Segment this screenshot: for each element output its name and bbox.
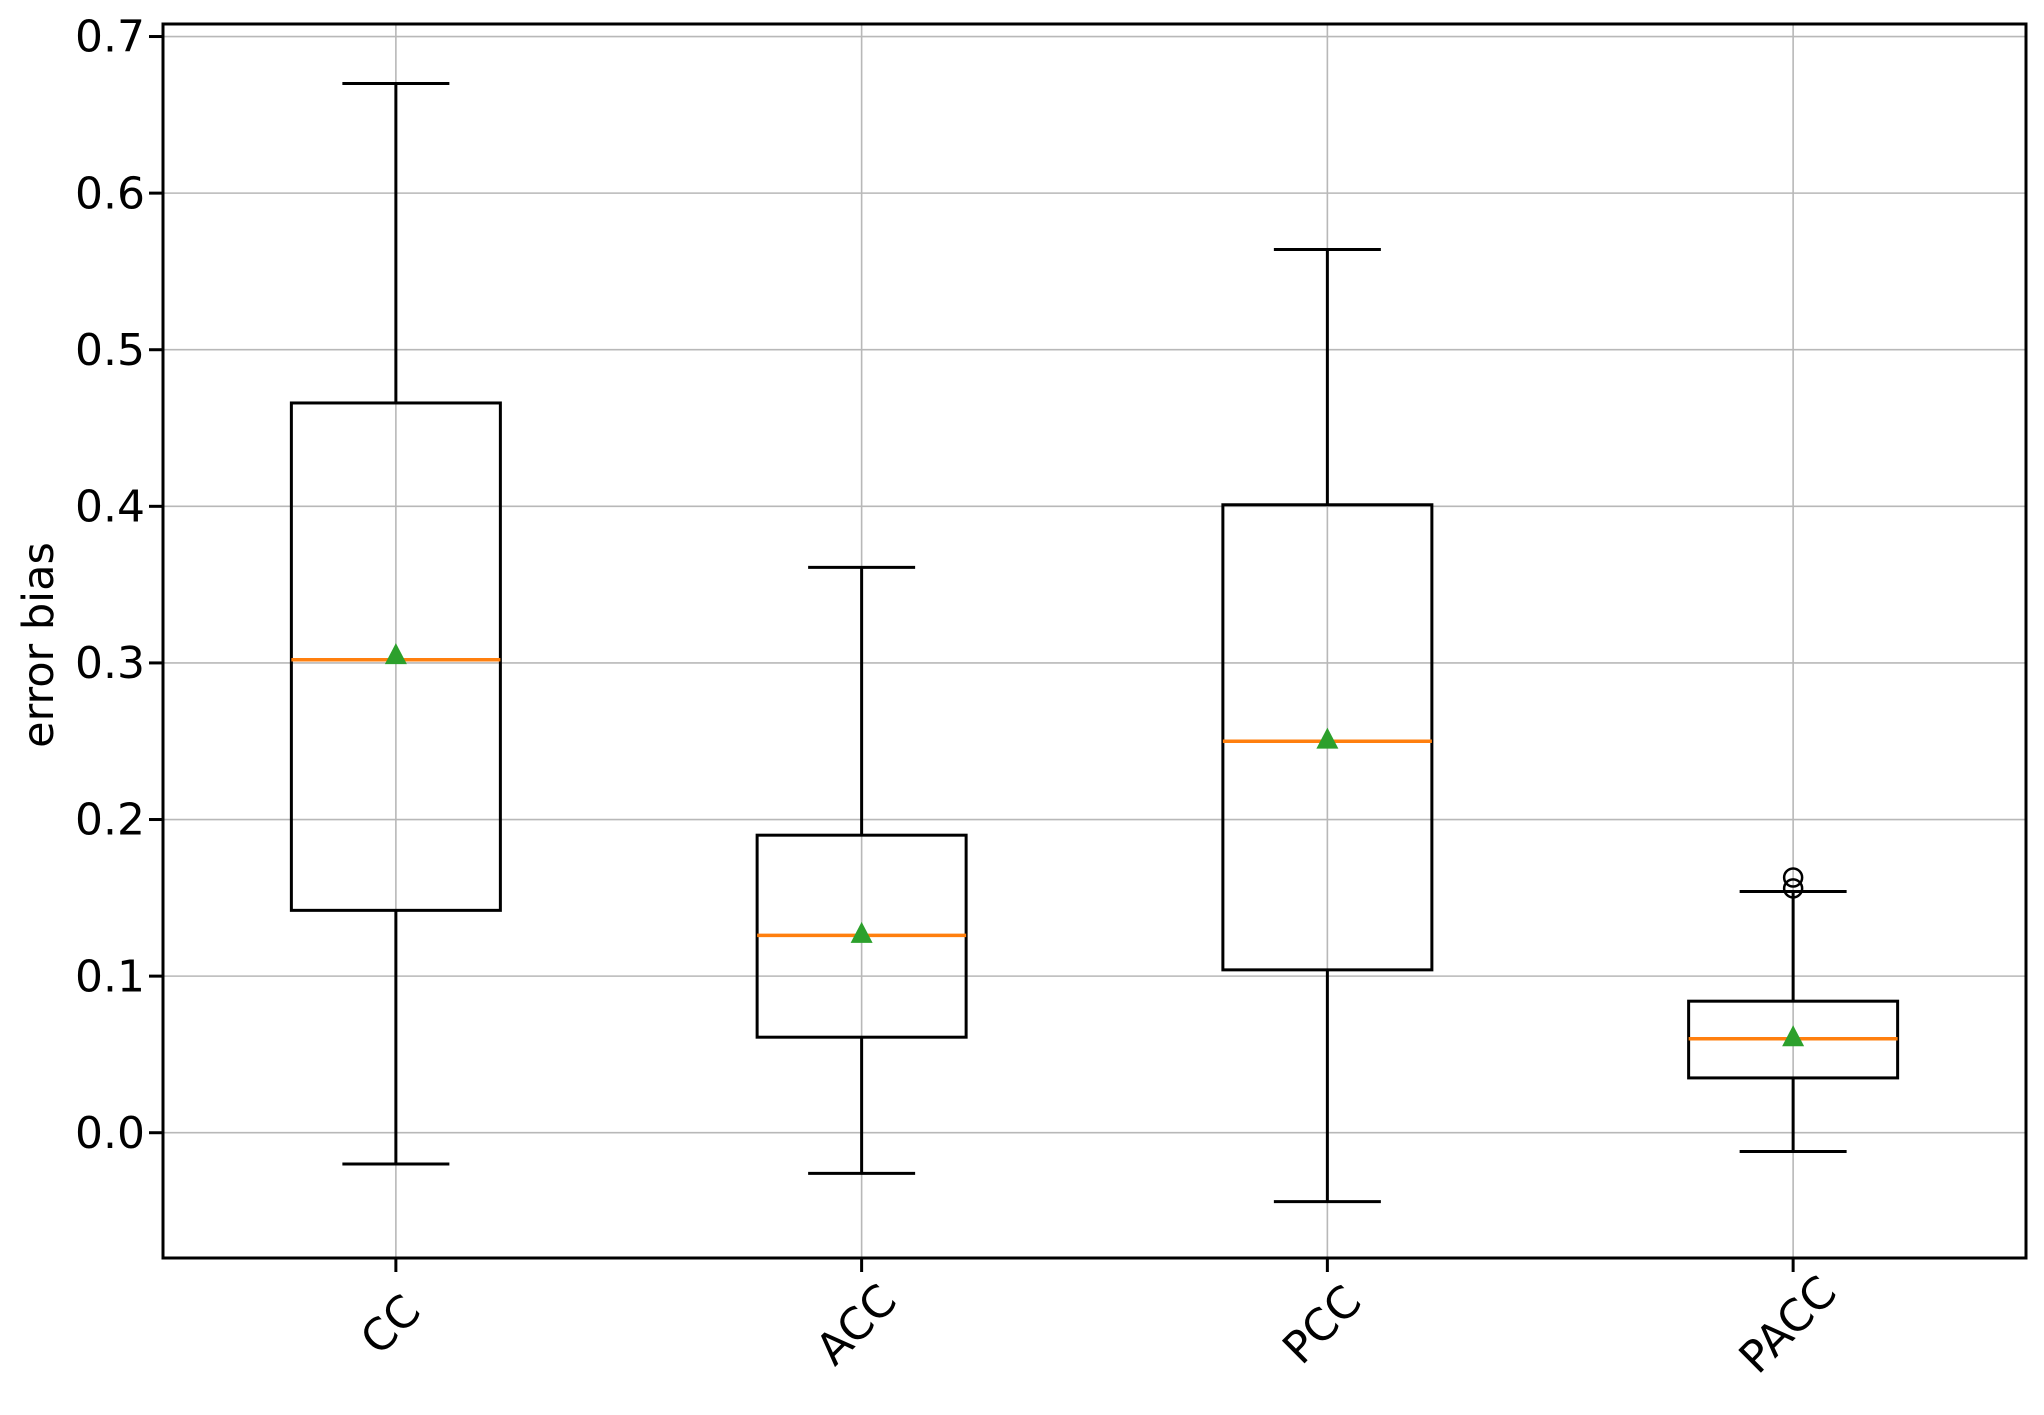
plot-frame — [161, 22, 2028, 1260]
outlier-PACC-0 — [1782, 878, 1804, 899]
y-tick-label-0.2: 0.2 — [75, 795, 145, 846]
y-tick-label-0.1: 0.1 — [75, 951, 145, 1002]
x-tick-label-CC: CC — [351, 1285, 431, 1365]
x-tick-label-PCC: PCC — [1273, 1276, 1371, 1374]
boxplot-PCC — [1221, 248, 1434, 1204]
mean-marker-PCC — [1316, 727, 1339, 749]
y-tick-label-0.5: 0.5 — [75, 325, 145, 376]
y-tick-label-0.6: 0.6 — [75, 168, 145, 219]
y-tick-label-0.3: 0.3 — [75, 638, 145, 689]
mean-marker-PACC — [1782, 1025, 1805, 1047]
axis-tick-labels: 0.0 0.1 0.2 0.3 0.4 0.5 0.6 0.7 CC ACC PCC PACC — [75, 12, 1847, 1384]
y-axis-label: error bias — [14, 542, 64, 748]
axes-spines — [161, 22, 2028, 1260]
outlier-PACC-1 — [1782, 867, 1804, 888]
gridlines — [163, 24, 2026, 1258]
iqr-box-PCC — [1221, 503, 1434, 972]
y-tick-label-0.4: 0.4 — [75, 482, 145, 533]
x-tick-label-ACC: ACC — [807, 1275, 907, 1375]
iqr-box-CC — [289, 401, 502, 912]
boxplot-CC — [289, 82, 502, 1166]
boxplot-PACC — [1687, 867, 1900, 1154]
x-tick-label-PACC: PACC — [1730, 1267, 1847, 1384]
mean-marker-ACC — [850, 921, 873, 943]
y-tick-label-0.7: 0.7 — [75, 12, 145, 63]
axis-ticks — [149, 35, 1795, 1272]
boxplot-series — [289, 82, 1900, 1204]
mean-marker-CC — [384, 643, 407, 665]
y-tick-label-0.0: 0.0 — [75, 1108, 145, 1159]
boxplot-ACC — [755, 565, 968, 1175]
